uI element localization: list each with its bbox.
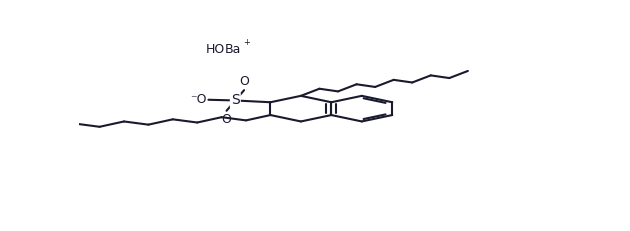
Text: O: O	[239, 75, 249, 88]
Text: +: +	[243, 38, 249, 47]
Text: HO: HO	[206, 43, 226, 56]
Text: ⁻O: ⁻O	[190, 93, 207, 106]
Text: O: O	[222, 113, 231, 126]
Text: Ba: Ba	[226, 43, 241, 56]
Text: S: S	[231, 94, 239, 107]
